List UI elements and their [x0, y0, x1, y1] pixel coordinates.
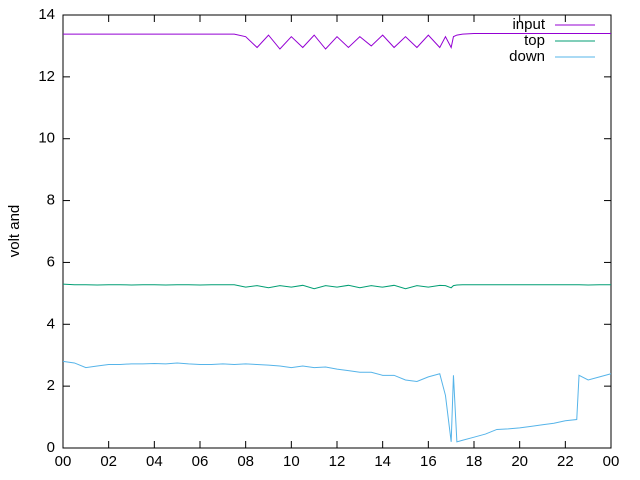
y-tick-label: 10: [38, 130, 55, 147]
x-tick-label: 14: [374, 453, 391, 470]
x-tick-label: 22: [557, 453, 574, 470]
x-tick-label: 00: [603, 453, 620, 470]
x-tick-label: 16: [420, 453, 437, 470]
legend-label: input: [512, 16, 545, 33]
x-tick-label: 12: [329, 453, 346, 470]
x-tick-label: 10: [283, 453, 300, 470]
x-tick-label: 08: [237, 453, 254, 470]
y-tick-label: 12: [38, 68, 55, 85]
x-tick-label: 06: [192, 453, 209, 470]
y-tick-label: 8: [47, 192, 55, 209]
y-axis-label: volt and: [6, 205, 23, 258]
series-line: [62, 283, 611, 290]
y-tick-label: 2: [47, 377, 55, 394]
x-tick-label: 04: [146, 453, 163, 470]
plot-border: [62, 14, 612, 449]
series-line: [62, 360, 612, 443]
y-tick-label: 6: [47, 253, 55, 270]
y-tick-label: 4: [47, 315, 55, 332]
x-tick-label: 20: [511, 453, 528, 470]
y-tick-label: 0: [47, 439, 55, 456]
legend-label: down: [509, 48, 545, 65]
x-tick-label: 02: [100, 453, 117, 470]
x-tick-label: 00: [55, 453, 72, 470]
y-tick-label: 14: [38, 6, 55, 23]
x-tick-label: 18: [466, 453, 483, 470]
series-line: [63, 33, 611, 50]
legend-label: top: [524, 32, 545, 49]
